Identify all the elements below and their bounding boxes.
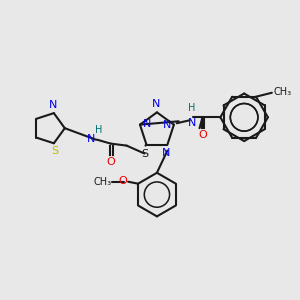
Text: N: N bbox=[188, 118, 196, 128]
Text: O: O bbox=[198, 130, 207, 140]
Text: O: O bbox=[106, 157, 115, 166]
Text: S: S bbox=[141, 148, 148, 159]
Text: CH₃: CH₃ bbox=[274, 87, 292, 97]
Text: N: N bbox=[162, 148, 171, 158]
Text: H: H bbox=[188, 103, 195, 113]
Text: N: N bbox=[143, 119, 151, 129]
Text: O: O bbox=[118, 176, 127, 186]
Text: N: N bbox=[152, 99, 160, 110]
Text: N: N bbox=[163, 120, 171, 130]
Text: N: N bbox=[87, 134, 95, 144]
Text: N: N bbox=[49, 100, 57, 110]
Text: CH₃: CH₃ bbox=[93, 177, 111, 187]
Text: H: H bbox=[95, 125, 103, 135]
Text: S: S bbox=[51, 146, 58, 156]
